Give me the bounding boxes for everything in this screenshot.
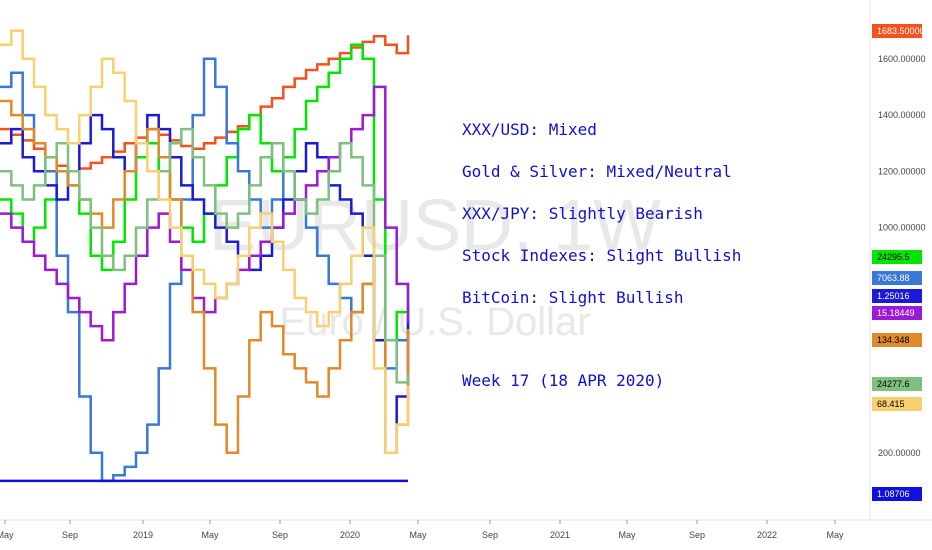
price-badge: 7063.88 xyxy=(872,271,922,285)
annotation-5: BitCoin: Slight Bullish xyxy=(462,288,684,307)
price-badge: 1683.50000 xyxy=(872,24,925,38)
x-tick-label: 2019 xyxy=(133,530,153,540)
x-tick-label: 2021 xyxy=(550,530,570,540)
annotation-4: Stock Indexes: Slight Bullish xyxy=(462,246,741,265)
y-tick-label: 1000.00000 xyxy=(878,223,926,233)
price-badge-label: 15.18449 xyxy=(877,308,915,318)
annotation-1: XXX/USD: Mixed xyxy=(462,120,597,139)
x-tick-label: May xyxy=(0,530,14,540)
x-tick-label: Sep xyxy=(689,530,705,540)
price-badge: 24277.6 xyxy=(872,377,922,391)
y-tick-label: 1200.00000 xyxy=(878,166,926,176)
price-badge: 1.08706 xyxy=(872,487,922,501)
price-badge-label: 1683.50000 xyxy=(877,26,925,36)
x-tick-label: Sep xyxy=(272,530,288,540)
price-badge-label: 7063.88 xyxy=(877,273,910,283)
watermark-description: Euro / U.S. Dollar xyxy=(279,300,590,344)
x-tick-label: 2022 xyxy=(757,530,777,540)
x-tick-label: 2020 xyxy=(340,530,360,540)
price-badge: 134.348 xyxy=(872,333,922,347)
annotation-2: Gold & Silver: Mixed/Neutral xyxy=(462,162,732,181)
price-badges: 1683.50000 24295.5 7063.88 1.25016 15.18449 1… xyxy=(872,24,925,501)
y-tick-label: 1600.00000 xyxy=(878,54,926,64)
price-badge-label: 134.348 xyxy=(877,335,910,345)
annotation-3: XXX/JPY: Slightly Bearish xyxy=(462,204,703,223)
price-badge-bg xyxy=(872,271,922,285)
y-tick-label: 1400.00000 xyxy=(878,110,926,120)
series-line-8 xyxy=(0,29,410,455)
price-badge-bg xyxy=(872,333,922,347)
x-tick-label: Sep xyxy=(62,530,78,540)
price-badge-label: 68.415 xyxy=(877,399,905,409)
price-badge-bg xyxy=(872,250,922,264)
x-tick-label: Sep xyxy=(482,530,498,540)
series-line-6 xyxy=(0,99,410,455)
price-badge: 1.25016 xyxy=(872,289,922,303)
price-badge-label: 24277.6 xyxy=(877,379,910,389)
x-tick-label: May xyxy=(826,530,844,540)
price-badge-bg xyxy=(872,289,922,303)
series-layer xyxy=(0,29,410,483)
annotation-layer: XXX/USD: Mixed Gold & Silver: Mixed/Neutr… xyxy=(462,120,741,390)
price-badge: 24295.5 xyxy=(872,250,922,264)
price-badge-label: 1.08706 xyxy=(877,489,910,499)
price-badge-label: 24295.5 xyxy=(877,252,910,262)
x-tick-label: May xyxy=(409,530,427,540)
time-axis[interactable]: May Sep 2019 May Sep 2020 May Sep 2021 May Sep 2022… xyxy=(0,520,844,540)
price-badge-bg xyxy=(872,377,922,391)
series-line-7 xyxy=(0,127,410,384)
price-badge-label: 1.25016 xyxy=(877,291,910,301)
price-badge-bg xyxy=(872,306,922,320)
annotation-6: Week 17 (18 APR 2020) xyxy=(462,371,664,390)
x-tick-label: May xyxy=(201,530,219,540)
price-badge: 68.415 xyxy=(872,397,922,411)
y-tick-label: 200.00000 xyxy=(878,448,921,458)
price-badge-bg xyxy=(872,24,922,38)
price-badge-bg xyxy=(872,397,922,411)
price-badge-bg xyxy=(872,487,922,501)
price-badge: 15.18449 xyxy=(872,306,922,320)
x-tick-label: May xyxy=(618,530,636,540)
